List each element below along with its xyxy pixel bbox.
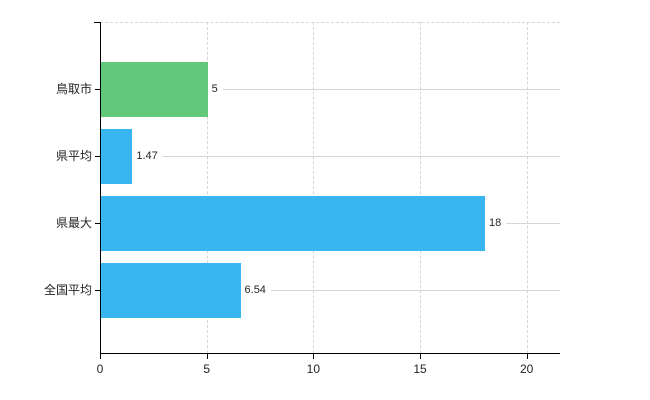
category-gridline [100, 290, 560, 291]
bar-value-label: 6.54 [240, 283, 271, 298]
category-label: 鳥取市 [55, 82, 92, 96]
x-gridline [313, 22, 315, 353]
x-axis-tick [206, 353, 208, 359]
x-gridline [420, 22, 422, 353]
x-axis-tick [526, 353, 528, 359]
bar-blue [101, 195, 486, 251]
category-tick [95, 156, 100, 157]
category-label: 県平均 [55, 149, 92, 163]
x-axis-tick-label: 0 [96, 362, 104, 376]
category-tick [95, 290, 100, 291]
x-axis-tick-label: 20 [520, 362, 534, 376]
bar-green [101, 61, 208, 117]
x-axis-tick-label: 10 [306, 362, 321, 376]
bar-blue [101, 262, 241, 318]
bar-value-label: 18 [485, 216, 507, 231]
x-axis-tick [100, 353, 101, 359]
category-label: 全国平均 [43, 283, 92, 297]
category-axis-top-tick [94, 22, 100, 23]
category-gridline [100, 89, 560, 90]
category-gridline [100, 156, 560, 157]
plot-top-border [100, 22, 560, 23]
category-tick [95, 223, 100, 224]
category-label: 県最大 [55, 216, 92, 230]
x-axis-tick [420, 353, 422, 359]
x-axis-tick [313, 353, 315, 359]
x-gridline [206, 22, 208, 353]
x-axis-line [100, 353, 560, 354]
y-axis-line [100, 22, 101, 353]
x-axis-tick-label: 5 [203, 362, 211, 376]
category-tick [95, 89, 100, 90]
bar-value-label: 1.47 [132, 149, 163, 164]
x-axis-tick-label: 15 [413, 362, 427, 376]
x-gridline [526, 22, 528, 353]
bar-blue [101, 128, 133, 184]
bar-value-label: 5 [207, 82, 223, 97]
